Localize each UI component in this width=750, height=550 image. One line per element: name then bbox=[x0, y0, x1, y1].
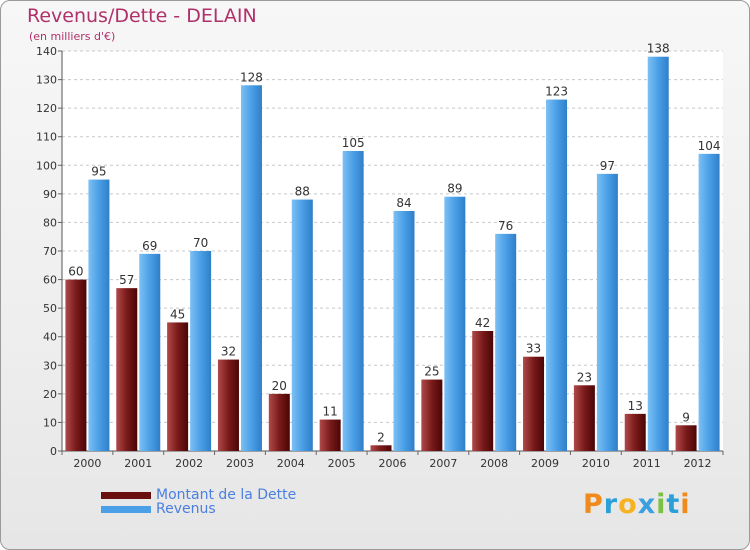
chart-subtitle: (en milliers d'€) bbox=[29, 30, 116, 43]
x-tick-label-2004: 2004 bbox=[277, 457, 305, 470]
legend-item-dette: Montant de la Dette bbox=[101, 487, 296, 503]
bar-revenus-2000 bbox=[88, 179, 110, 452]
x-tick-label-2005: 2005 bbox=[328, 457, 356, 470]
bar-dette-2009 bbox=[523, 356, 545, 451]
data-label-dette-2002: 45 bbox=[170, 307, 185, 321]
bar-revenus-2001 bbox=[139, 253, 161, 451]
logo-letter: P bbox=[583, 489, 604, 520]
x-tick-label-2002: 2002 bbox=[175, 457, 203, 470]
legend-label-dette: Montant de la Dette bbox=[156, 487, 297, 503]
y-tick-label: 20 bbox=[43, 388, 57, 401]
bar-revenus-2005 bbox=[342, 151, 364, 451]
y-tick-label: 130 bbox=[36, 74, 57, 87]
data-label-dette-2012: 9 bbox=[682, 410, 690, 424]
logo-letter: x bbox=[637, 489, 657, 520]
bar-dette-2000 bbox=[65, 279, 87, 451]
bar-dette-2005 bbox=[319, 419, 341, 451]
y-tick-label: 30 bbox=[43, 359, 57, 372]
bar-dette-2003 bbox=[217, 359, 239, 451]
data-label-dette-2001: 57 bbox=[119, 273, 134, 287]
x-tick-label-2007: 2007 bbox=[429, 457, 457, 470]
bar-revenus-2002 bbox=[190, 251, 212, 451]
bar-dette-2011 bbox=[624, 413, 646, 451]
x-tick-label-2006: 2006 bbox=[379, 457, 407, 470]
bar-revenus-2006 bbox=[393, 211, 415, 451]
x-tick-label-2011: 2011 bbox=[633, 457, 661, 470]
data-label-revenus-2002: 70 bbox=[193, 236, 208, 250]
y-tick-label: 70 bbox=[43, 245, 57, 258]
y-tick-label: 80 bbox=[43, 216, 57, 229]
data-label-dette-2003: 32 bbox=[221, 345, 236, 359]
legend-label-revenus: Revenus bbox=[156, 501, 216, 517]
y-tick-label: 90 bbox=[43, 188, 57, 201]
y-tick-label: 140 bbox=[36, 45, 57, 58]
x-tick-label-2012: 2012 bbox=[684, 457, 712, 470]
bar-revenus-2007 bbox=[444, 196, 466, 451]
data-label-revenus-2007: 89 bbox=[447, 182, 462, 196]
bar-revenus-2004 bbox=[291, 199, 313, 451]
bar-dette-2007 bbox=[421, 379, 443, 451]
logo-letter: t bbox=[666, 489, 681, 520]
data-label-revenus-2005: 105 bbox=[342, 136, 365, 150]
data-label-revenus-2000: 95 bbox=[91, 165, 106, 179]
y-tick-label: 110 bbox=[36, 131, 57, 144]
logo-letter: i bbox=[680, 489, 691, 520]
legend-item-revenus: Revenus bbox=[101, 501, 216, 517]
bar-dette-2001 bbox=[116, 288, 138, 451]
bar-revenus-2012 bbox=[698, 153, 720, 451]
bar-dette-2008 bbox=[472, 331, 494, 451]
x-tick-label-2010: 2010 bbox=[582, 457, 610, 470]
data-label-dette-2000: 60 bbox=[68, 265, 83, 279]
x-tick-label-2001: 2001 bbox=[124, 457, 152, 470]
legend-swatch-revenus bbox=[101, 505, 151, 513]
bar-dette-2002 bbox=[167, 322, 189, 451]
data-label-dette-2010: 23 bbox=[577, 370, 592, 384]
data-label-dette-2006: 2 bbox=[377, 430, 385, 444]
data-label-dette-2005: 11 bbox=[323, 405, 338, 419]
data-label-dette-2007: 25 bbox=[424, 365, 439, 379]
y-tick-label: 50 bbox=[43, 302, 57, 315]
bar-revenus-2009 bbox=[546, 99, 568, 452]
x-tick-label-2000: 2000 bbox=[73, 457, 101, 470]
x-tick-label-2009: 2009 bbox=[531, 457, 559, 470]
bar-dette-2004 bbox=[268, 393, 290, 451]
logo-letter: o bbox=[618, 489, 638, 520]
logo-letter: i bbox=[656, 489, 667, 520]
legend-swatch-dette bbox=[101, 491, 151, 499]
y-tick-label: 0 bbox=[50, 445, 57, 458]
data-label-dette-2011: 13 bbox=[628, 399, 643, 413]
data-label-revenus-2008: 76 bbox=[498, 219, 513, 233]
y-tick-label: 60 bbox=[43, 274, 57, 287]
data-label-revenus-2004: 88 bbox=[295, 185, 310, 199]
data-label-dette-2009: 33 bbox=[526, 342, 541, 356]
bar-dette-2010 bbox=[573, 385, 595, 451]
y-tick-label: 120 bbox=[36, 102, 57, 115]
logo-letter: r bbox=[603, 489, 619, 520]
data-label-revenus-2009: 123 bbox=[545, 85, 568, 99]
proxiti-logo: Proxiti bbox=[583, 489, 691, 520]
bar-revenus-2008 bbox=[495, 233, 517, 451]
data-label-revenus-2001: 69 bbox=[142, 239, 157, 253]
data-label-revenus-2003: 128 bbox=[240, 70, 263, 84]
data-label-revenus-2012: 104 bbox=[698, 139, 721, 153]
y-tick-label: 100 bbox=[36, 159, 57, 172]
bar-dette-2006 bbox=[370, 445, 392, 451]
data-label-revenus-2011: 138 bbox=[647, 42, 670, 56]
y-tick-label: 40 bbox=[43, 331, 57, 344]
data-label-dette-2004: 20 bbox=[272, 379, 287, 393]
x-tick-label-2003: 2003 bbox=[226, 457, 254, 470]
data-label-dette-2008: 42 bbox=[475, 316, 490, 330]
chart-title: Revenus/Dette - DELAIN bbox=[27, 5, 257, 27]
data-label-revenus-2010: 97 bbox=[600, 159, 615, 173]
bar-revenus-2003 bbox=[240, 85, 262, 452]
x-tick-label-2008: 2008 bbox=[480, 457, 508, 470]
data-label-revenus-2006: 84 bbox=[396, 196, 411, 210]
bar-revenus-2010 bbox=[596, 173, 618, 451]
bar-revenus-2011 bbox=[647, 56, 669, 451]
bar-dette-2012 bbox=[675, 425, 697, 451]
y-tick-label: 10 bbox=[43, 416, 57, 429]
